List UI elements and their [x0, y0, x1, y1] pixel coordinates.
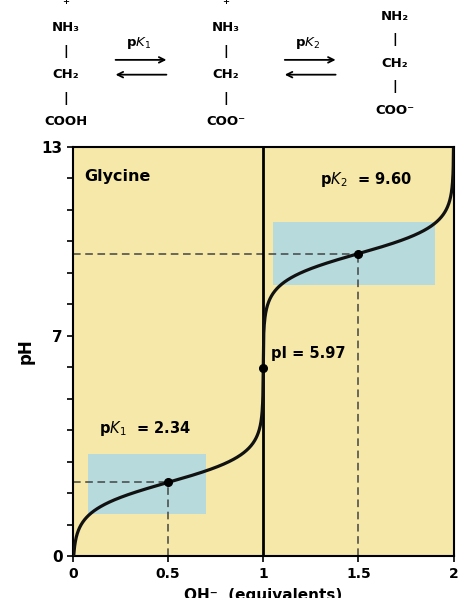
Text: NH₃: NH₃: [212, 21, 240, 34]
Text: CH₂: CH₂: [382, 57, 408, 70]
Text: ⁺: ⁺: [222, 0, 229, 11]
Text: ⁺: ⁺: [63, 0, 69, 11]
Text: |: |: [392, 33, 397, 46]
Text: CH₂: CH₂: [212, 68, 239, 81]
Bar: [273, 222, 434, 285]
Text: p$\it{K}$$_1$: p$\it{K}$$_1$: [126, 35, 151, 51]
Text: p$\it{K}$$_2$: p$\it{K}$$_2$: [295, 35, 321, 51]
Text: COO⁻: COO⁻: [206, 115, 245, 128]
Text: CH₂: CH₂: [53, 68, 79, 81]
Text: |: |: [63, 45, 68, 57]
Text: p$\it{K}_1$  = 2.34: p$\it{K}_1$ = 2.34: [100, 419, 191, 438]
Text: NH₂: NH₂: [381, 10, 409, 23]
Text: |: |: [223, 45, 228, 57]
Text: COOH: COOH: [44, 115, 87, 128]
Text: |: |: [223, 91, 228, 105]
Bar: [88, 454, 206, 514]
Text: Glycine: Glycine: [84, 169, 151, 184]
Text: COO⁻: COO⁻: [375, 104, 415, 117]
Text: pI = 5.97: pI = 5.97: [271, 346, 345, 361]
Text: |: |: [392, 80, 397, 93]
Text: p$\it{K}_2$  = 9.60: p$\it{K}_2$ = 9.60: [321, 170, 412, 190]
Text: |: |: [63, 91, 68, 105]
Text: NH₃: NH₃: [52, 21, 80, 34]
X-axis label: OH⁻  (equivalents): OH⁻ (equivalents): [184, 587, 342, 598]
Y-axis label: pH: pH: [16, 338, 34, 364]
